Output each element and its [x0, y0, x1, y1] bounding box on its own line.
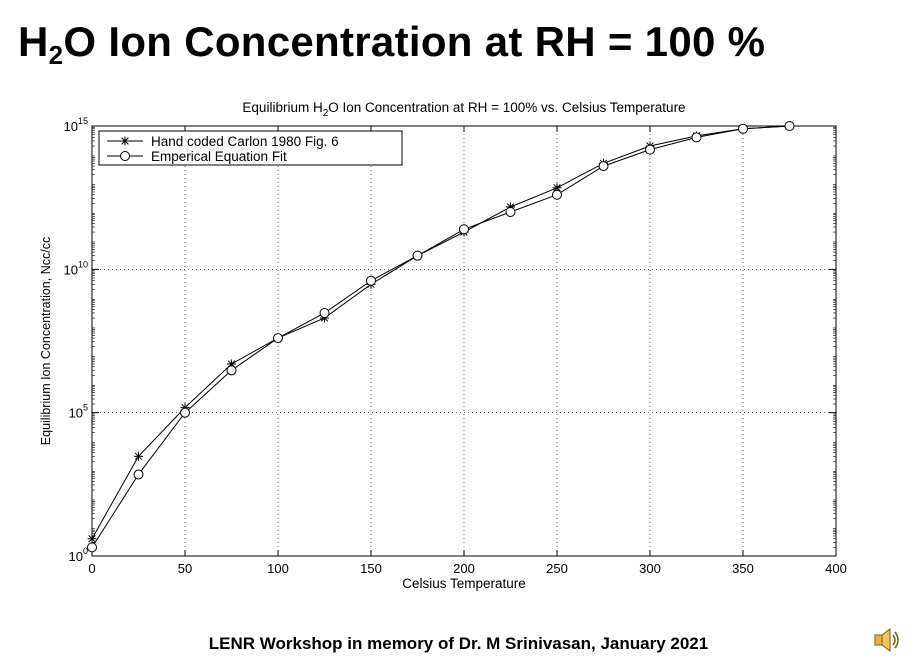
- data-point-circle: [366, 275, 376, 286]
- x-tick-label: 400: [825, 561, 847, 576]
- data-point-circle: [738, 123, 748, 134]
- y-tick-label: 1015: [64, 116, 88, 134]
- legend-label: Hand coded Carlon 1980 Fig. 6: [151, 134, 339, 149]
- data-point-circle: [645, 144, 655, 155]
- series-line-2: [91, 125, 790, 548]
- footer-text: LENR Workshop in memory of Dr. M Sriniva…: [208, 634, 709, 653]
- speaker-icon[interactable]: [872, 626, 902, 654]
- chart-title: Equilibrium H2O Ion Concentration at RH …: [242, 100, 685, 119]
- data-point-circle: [784, 121, 795, 131]
- data-point-circle: [552, 189, 562, 200]
- data-point-circle: [319, 307, 330, 318]
- y-tick-label: 105: [69, 403, 88, 421]
- x-tick-label: 350: [732, 561, 754, 576]
- x-tick-label: 100: [267, 561, 289, 576]
- x-tick-label: 200: [453, 561, 475, 576]
- legend-marker-circle: [120, 151, 130, 161]
- data-point-circle: [459, 224, 469, 235]
- data-point-circle: [598, 161, 609, 172]
- chart: 0 50 100 150 200 250 300 350 400 100 105 1010 1015 Eq…: [39, 100, 847, 591]
- data-point-circle: [87, 542, 97, 553]
- legend-box: [98, 130, 403, 166]
- x-tick-label: 300: [639, 561, 661, 576]
- y-tick-label: 1010: [64, 259, 88, 277]
- data-point-star: [87, 534, 97, 544]
- legend-marker-star: [120, 136, 130, 146]
- x-tick-label: 0: [88, 561, 95, 576]
- series-line-1: [91, 125, 790, 539]
- x-tick-label: 150: [360, 561, 382, 576]
- data-point-circle: [226, 365, 237, 376]
- x-tick-label: 250: [546, 561, 568, 576]
- x-tick-label: 50: [178, 561, 192, 576]
- slide-title: H2O Ion Concentration at RH = 100 %: [18, 18, 766, 70]
- data-point-circle: [412, 250, 423, 261]
- data-point-star: [134, 451, 143, 461]
- data-point-circle: [180, 407, 190, 418]
- data-point-circle: [273, 333, 283, 344]
- legend-label: Emperical Equation Fit: [151, 149, 287, 164]
- x-axis-label: Celsius Temperature: [402, 576, 526, 591]
- y-axis-label: Equilibrium Ion Concentration, Ncc/cc: [39, 237, 53, 445]
- y-tick-label: 100: [69, 546, 88, 564]
- data-point-circle: [133, 469, 144, 480]
- data-point-circle: [691, 132, 702, 143]
- data-point-circle: [505, 207, 516, 217]
